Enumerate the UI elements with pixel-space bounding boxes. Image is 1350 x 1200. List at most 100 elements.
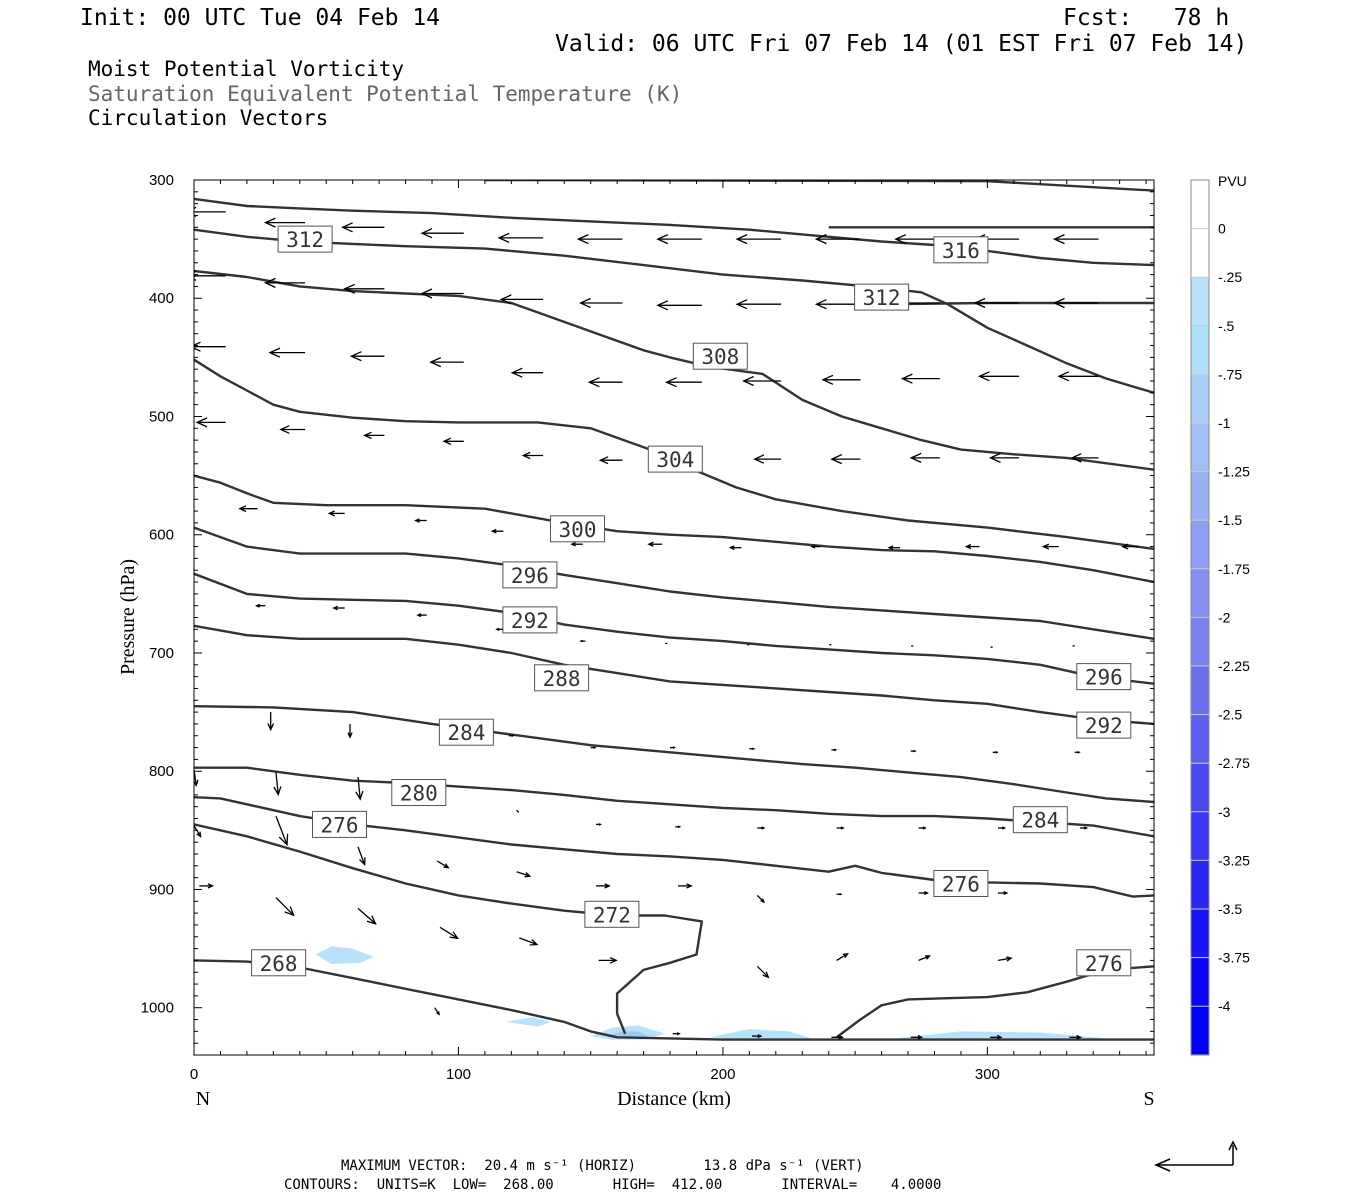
circulation-vector-head [363, 431, 372, 440]
contour-label: 276 [942, 873, 980, 897]
circulation-vector-head [1076, 1034, 1082, 1040]
circulation-vector-head [996, 1034, 1003, 1040]
contour-label-box [1076, 949, 1132, 977]
field-title-theta-es: Saturation Equivalent Potential Temperat… [88, 82, 683, 106]
circulation-vector-head [207, 883, 215, 889]
pvu-colorbar: 0 -.25 -.5 -.75 -1 -1.25 -1.5 -1.75 -2 -2.25 -2.5 -… [1190, 179, 1250, 1056]
circulation-vector-head [751, 747, 756, 751]
contour-label-box [933, 236, 989, 264]
colorbar-swatch [1191, 374, 1209, 424]
colorbar-swatch [1191, 180, 1209, 230]
circulation-vector-head [268, 347, 281, 358]
circulation-vector-head [925, 955, 932, 960]
circulation-vector-head [735, 299, 748, 310]
contour-label-box [534, 664, 590, 692]
contour-label-box [933, 870, 989, 897]
circulation-vector-head [449, 931, 459, 940]
circulation-vector-head [988, 452, 1001, 463]
circulation-vector-head [436, 1011, 440, 1016]
circulation-vector-head [922, 826, 927, 830]
y-tick-label: 500 [149, 408, 174, 425]
contour-label: 308 [701, 345, 739, 369]
circulation-vector-head [1121, 543, 1129, 550]
circulation-vector-head [887, 545, 894, 551]
circulation-vector-head [279, 425, 290, 434]
contour-label-box [1076, 711, 1132, 739]
colorbar-swatch [1191, 471, 1209, 521]
circulation-vector-head [810, 544, 816, 549]
colorbar-swatch [1191, 909, 1209, 959]
contour-label: 296 [1085, 666, 1123, 690]
contour-label-box [647, 445, 703, 473]
contour-label-box [312, 810, 367, 838]
contour-label: 312 [863, 286, 901, 310]
contour-label: 276 [321, 813, 359, 837]
contour-label: 288 [543, 667, 581, 691]
colorbar-swatch [1191, 568, 1209, 618]
y-tick-label: 1000 [141, 1000, 174, 1017]
y-tick-label: 600 [149, 527, 174, 544]
circulation-vector-head [1077, 751, 1081, 754]
circulation-vector-head [429, 357, 442, 368]
y-tick-label: 400 [149, 290, 174, 307]
circulation-vector-head [677, 825, 682, 829]
circulation-vector-head [576, 234, 589, 245]
circulation-vector-head [255, 603, 260, 608]
theta-es-contour-292 [194, 572, 1154, 685]
colorbar-label: -1.75 [1218, 561, 1250, 577]
contour-label-box [277, 225, 333, 253]
circulation-vector-head [917, 1034, 924, 1040]
circulation-vector-head [894, 234, 907, 245]
circulation-vector-head [598, 456, 609, 465]
colorbar-label: 0 [1218, 221, 1226, 237]
circulation-vector-head [761, 826, 766, 830]
circulation-vector-head [238, 505, 247, 513]
circulation-vector-head [1083, 826, 1089, 830]
circulation-vector-head [1052, 234, 1065, 245]
circulation-vector-head [964, 543, 972, 550]
circulation-vector-head [924, 891, 929, 895]
colorbar-label: -2.75 [1218, 755, 1250, 771]
circulation-vector-head [762, 971, 770, 979]
circulation-vector-head [490, 528, 497, 534]
y-tick-label: 700 [149, 645, 174, 662]
circulation-vector [997, 957, 1012, 962]
circulation-vector-head [196, 831, 202, 838]
circulation-vector [439, 926, 458, 939]
circulation-vector-head [742, 375, 754, 387]
mpv-patch [506, 1017, 551, 1027]
circulation-vector-head [1006, 956, 1013, 962]
circulation-vector-head [593, 746, 597, 749]
circulation-vector-head [676, 1032, 681, 1036]
circulation-vector [436, 860, 449, 869]
y-axis-title: Pressure (hPa) [117, 559, 139, 675]
circulation-vector-head [656, 234, 669, 245]
circulation-vector-head [665, 377, 677, 388]
colorbar-swatch [1191, 714, 1209, 764]
circulation-vector-head [728, 545, 735, 551]
circulation-vector-head [672, 746, 676, 749]
theta-es-contour-272 [194, 823, 703, 1035]
colorbar-label: -3 [1218, 804, 1231, 820]
contour-label-box [251, 949, 307, 977]
colorbar-swatch [1191, 811, 1209, 861]
circulation-vector-head [511, 734, 515, 737]
circulation-vector-head [443, 863, 450, 869]
colorbar-label: -1 [1218, 415, 1231, 431]
y-tick-label: 900 [149, 881, 174, 898]
circulation-vector-head [267, 723, 275, 732]
mpv-patch [315, 946, 374, 964]
theta-es-contour-layer [194, 180, 1154, 1041]
init-time: Init: 00 UTC Tue 04 Feb 14 [80, 5, 441, 31]
x-tick-label: 200 [710, 1066, 735, 1083]
circulation-vector-head [609, 957, 618, 964]
circulation-vector-head [604, 883, 611, 889]
theta-es-contour-300 [194, 474, 1154, 584]
contour-label: 304 [656, 448, 694, 472]
circulation-vector-head [284, 906, 295, 917]
y-tick-label: 300 [149, 172, 174, 189]
colorbar-label: -.25 [1218, 269, 1242, 285]
circulation-vector-head [414, 518, 420, 523]
colorbar-swatch [1191, 423, 1209, 473]
